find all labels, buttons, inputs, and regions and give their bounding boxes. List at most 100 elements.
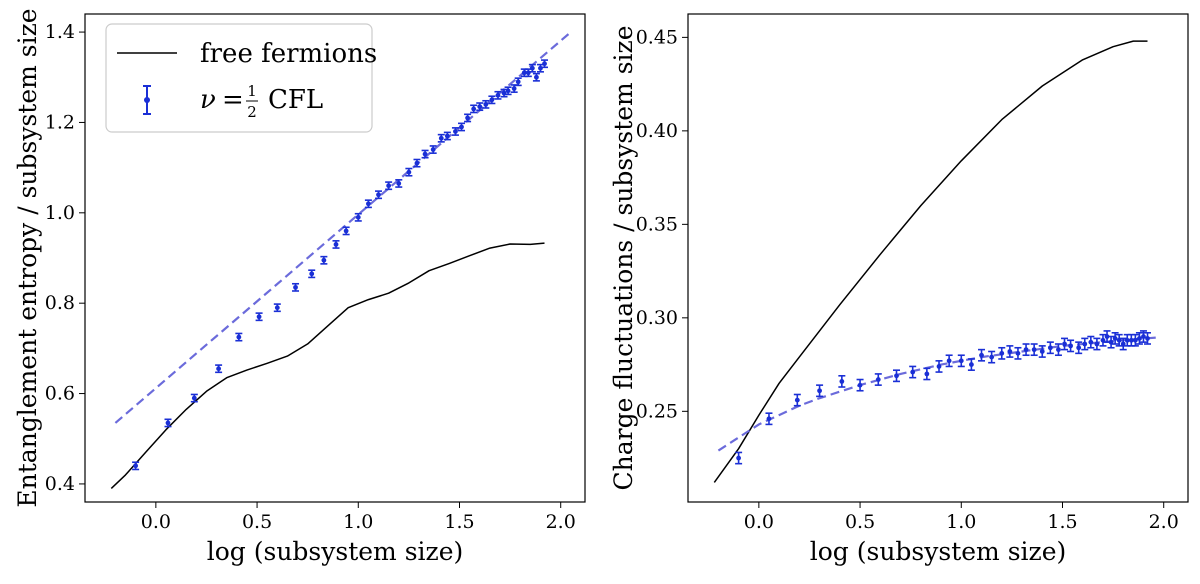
right-cfl-point <box>1103 330 1111 343</box>
right-cfl-point <box>1135 331 1143 345</box>
left-cfl-point <box>528 63 536 73</box>
right-x-tick-label: 2.0 <box>1149 511 1179 533</box>
left-y-tick-label: 0.4 <box>45 473 75 495</box>
left-cfl-point <box>421 149 429 159</box>
right-cfl-point <box>1131 333 1139 347</box>
left-cfl-point <box>470 104 478 114</box>
right-fit-dashed-line <box>717 336 1158 452</box>
left-cfl-point <box>342 226 350 236</box>
charge-fluctuations-chart: log (subsystem size) Charge fluctuations… <box>609 13 1189 566</box>
right-cfl-point <box>893 369 901 383</box>
legend-label-cfl: ν = 1 2 CFL <box>200 82 323 121</box>
right-cfl-point <box>1139 330 1147 343</box>
right-cfl-point <box>998 346 1006 360</box>
right-cfl-point <box>1093 337 1101 351</box>
right-cfl-point <box>923 367 931 381</box>
legend-errorbar-swatch <box>143 85 151 115</box>
left-cfl-point <box>375 190 383 200</box>
left-cfl-point <box>451 127 459 136</box>
left-cfl-point <box>255 312 263 322</box>
right-cfl-point <box>1111 331 1119 345</box>
right-cfl-point <box>793 393 801 407</box>
legend-label-free-fermions: free fermions <box>200 39 377 69</box>
left-plot-area <box>110 31 572 489</box>
right-x-tick-label: 1.5 <box>1047 511 1077 533</box>
right-cfl-point <box>1087 335 1095 349</box>
left-cfl-point <box>273 303 281 313</box>
left-x-tick-label: 0.0 <box>141 511 171 533</box>
right-cfl-point <box>816 384 824 398</box>
left-cfl-point <box>532 72 540 82</box>
right-cfl-point <box>1046 341 1054 355</box>
left-cfl-point <box>429 145 437 154</box>
left-cfl-point <box>476 102 484 112</box>
left-cfl-points <box>132 59 549 471</box>
right-free-fermions-line <box>713 40 1148 483</box>
right-axes-frame <box>687 13 1189 503</box>
right-cfl-point <box>1075 341 1083 355</box>
left-cfl-point <box>190 393 198 403</box>
left-cfl-point <box>354 212 362 222</box>
svg-text:CFL: CFL <box>268 85 323 115</box>
left-cfl-point <box>395 179 403 188</box>
right-x-tick-label: 0.5 <box>845 511 875 533</box>
right-cfl-point <box>1107 335 1115 349</box>
legend-box <box>105 23 373 133</box>
svg-text:=: = <box>222 85 244 115</box>
left-cfl-point <box>504 86 512 96</box>
right-cfl-point <box>1014 346 1022 360</box>
right-cfl-point <box>978 348 986 362</box>
left-cfl-point <box>437 133 445 143</box>
right-cfl-point <box>1030 343 1038 357</box>
right-cfl-point <box>1099 333 1107 347</box>
right-y-tick-label: 0.45 <box>636 26 678 48</box>
left-ticks: 0.0 0.5 1.0 1.5 2.0 0.4 0.6 0.8 1.0 1.2 1.4 <box>45 21 576 533</box>
right-cfl-point <box>735 451 743 465</box>
left-cfl-point <box>458 122 466 132</box>
left-x-tick-label: 1.0 <box>343 511 373 533</box>
right-plot-area <box>713 40 1158 483</box>
left-cfl-point <box>488 95 496 105</box>
left-x-tick-label: 1.5 <box>444 511 474 533</box>
left-cfl-point <box>413 158 421 168</box>
left-y-tick-label: 1.2 <box>45 111 75 133</box>
right-cfl-point <box>935 360 943 373</box>
left-cfl-point <box>482 99 490 109</box>
right-cfl-point <box>1054 343 1062 357</box>
left-y-tick-label: 1.0 <box>45 202 75 224</box>
right-cfl-point <box>856 378 864 392</box>
right-cfl-point <box>1123 333 1131 347</box>
left-cfl-point <box>405 167 413 177</box>
left-cfl-point <box>514 77 522 87</box>
svg-text:2: 2 <box>247 103 257 121</box>
left-cfl-point <box>385 181 393 191</box>
left-y-tick-label: 0.6 <box>45 383 75 405</box>
left-cfl-point <box>132 461 140 471</box>
left-cfl-point <box>308 269 316 279</box>
left-cfl-point <box>292 282 300 292</box>
entanglement-entropy-chart: log (subsystem size) Entanglement entrop… <box>13 8 586 566</box>
right-ticks: 0.0 0.5 1.0 1.5 2.0 0.25 0.30 0.35 0.40 0.45 <box>636 26 1179 533</box>
right-x-axis-label: log (subsystem size) <box>810 537 1067 566</box>
left-cfl-point <box>364 199 372 209</box>
right-cfl-point <box>1067 339 1075 353</box>
left-cfl-point <box>215 364 223 374</box>
left-y-tick-label: 1.4 <box>45 21 75 43</box>
right-cfl-point <box>765 412 773 426</box>
right-y-tick-label: 0.40 <box>636 120 678 142</box>
left-cfl-point <box>332 240 340 249</box>
right-y-tick-label: 0.30 <box>636 307 678 329</box>
right-cfl-point <box>1038 345 1046 358</box>
legend: free fermions ν = 1 2 CFL <box>105 23 377 133</box>
left-y-tick-label: 0.8 <box>45 292 75 314</box>
right-cfl-point <box>1022 343 1030 357</box>
left-y-axis-label: Entanglement entropy / subsystem size <box>13 8 42 507</box>
left-cfl-point <box>536 63 544 73</box>
left-x-tick-label: 2.0 <box>546 511 576 533</box>
left-cfl-point <box>494 90 502 100</box>
left-cfl-point <box>464 113 472 123</box>
left-cfl-point <box>235 332 243 342</box>
right-cfl-point <box>874 373 882 386</box>
svg-text:1: 1 <box>247 82 257 100</box>
